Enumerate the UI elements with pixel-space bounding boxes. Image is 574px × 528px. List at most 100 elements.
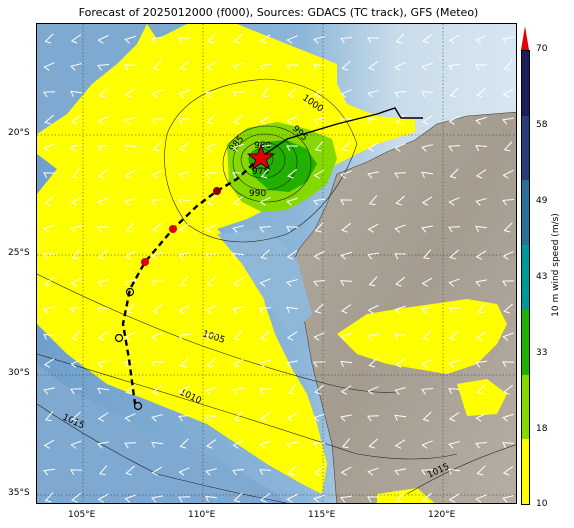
wind-barb	[124, 494, 136, 503]
wind-barb	[421, 62, 433, 71]
wind-barb	[205, 224, 217, 233]
forecast-map[interactable]: 1000 995 985 980 975 990 1005 1010 1015 …	[36, 23, 517, 504]
wind-barb	[178, 198, 191, 205]
colorbar	[521, 50, 530, 505]
colorbar-tick: 10	[536, 499, 548, 509]
wind-barb	[367, 142, 379, 152]
wind-barb	[475, 169, 487, 179]
wind-barb	[449, 249, 459, 260]
wind-barb	[205, 386, 217, 395]
wind-barb	[232, 468, 245, 476]
wind-barb	[206, 114, 216, 125]
wind-barb	[179, 357, 189, 368]
wind-barb	[44, 411, 54, 422]
wind-barb	[98, 249, 109, 260]
wind-barb	[502, 442, 515, 449]
wind-barb	[502, 280, 515, 287]
forecast-track	[121, 156, 262, 405]
wind-barb	[259, 278, 271, 287]
wind-barb	[151, 441, 164, 448]
colorbar-segment	[522, 245, 529, 310]
wind-barb	[44, 492, 54, 503]
wind-barb	[475, 412, 487, 422]
wind-barb	[232, 439, 244, 449]
colorbar-extend-arrow	[521, 26, 529, 50]
wind-barb	[205, 90, 218, 98]
wind-barb	[314, 141, 324, 152]
wind-barb	[313, 494, 325, 503]
wind-barb	[313, 198, 326, 206]
wind-barb	[97, 116, 109, 125]
wind-barb	[286, 360, 298, 368]
wind-barb	[97, 226, 110, 233]
wind-barb	[503, 60, 513, 71]
wind-barb	[124, 331, 136, 341]
wind-barb	[340, 170, 352, 179]
wind-barb	[232, 358, 244, 368]
wind-barb	[422, 249, 432, 260]
wind-barb	[502, 361, 515, 368]
wind-barb	[151, 280, 164, 287]
wind-barb	[502, 36, 514, 44]
wind-barb	[232, 306, 244, 314]
wind-barb	[367, 223, 379, 233]
wind-barb	[313, 36, 325, 44]
wind-barb	[448, 63, 461, 71]
isobar-label: 975	[252, 167, 269, 177]
wind-barb	[124, 413, 136, 422]
wind-barb	[340, 385, 352, 395]
wind-barb	[71, 330, 81, 341]
wind-barb	[368, 357, 378, 368]
wind-barb	[448, 278, 460, 287]
wind-barb	[70, 34, 82, 44]
wind-barb	[502, 117, 515, 125]
wind-barb	[178, 304, 190, 314]
wind-barb	[97, 360, 109, 368]
wind-barb	[421, 91, 434, 98]
wind-barb	[367, 90, 379, 98]
wind-barb	[232, 252, 245, 259]
wind-barb	[286, 250, 298, 260]
wind-barb	[43, 277, 55, 287]
wind-barb	[449, 330, 460, 341]
wind-barb	[233, 492, 243, 503]
colorbar-tick: 18	[536, 424, 548, 434]
wind-barb	[205, 171, 218, 179]
wind-barb	[97, 331, 109, 341]
wind-barb	[394, 414, 407, 421]
wind-barb	[232, 143, 244, 152]
wind-barb	[151, 117, 164, 125]
wind-barb	[448, 412, 460, 422]
wind-barb	[97, 145, 110, 152]
wind-barb	[206, 195, 216, 206]
wind-barb	[367, 37, 380, 44]
wind-barb	[503, 303, 513, 314]
wind-barbs	[43, 33, 515, 503]
wind-barb	[43, 358, 55, 368]
wind-barb	[367, 496, 380, 503]
wind-barb	[394, 143, 406, 152]
wind-barb	[341, 141, 351, 152]
wind-barb	[205, 334, 218, 341]
wind-barb	[178, 252, 190, 260]
wind-barb	[259, 307, 272, 314]
wind-barb	[502, 198, 515, 206]
wind-barb	[206, 357, 217, 368]
wind-barb	[313, 63, 326, 70]
colorbar-segment	[522, 309, 529, 375]
wind-barb	[71, 411, 81, 422]
wind-barb	[232, 277, 244, 287]
wind-barb	[70, 306, 83, 314]
wind-barb	[124, 279, 137, 287]
ocean-patch	[37, 24, 147, 134]
wind-barb	[394, 334, 407, 341]
wind-barb	[124, 198, 136, 206]
lat-label: 20°S	[8, 128, 30, 138]
wind-barb	[152, 60, 162, 71]
wind-barb	[422, 330, 432, 341]
wind-barb	[340, 36, 353, 44]
wind-barb	[475, 441, 488, 449]
wind-barb	[313, 442, 326, 449]
colorbar-tick: 70	[536, 44, 548, 54]
wind-barb	[475, 64, 488, 71]
